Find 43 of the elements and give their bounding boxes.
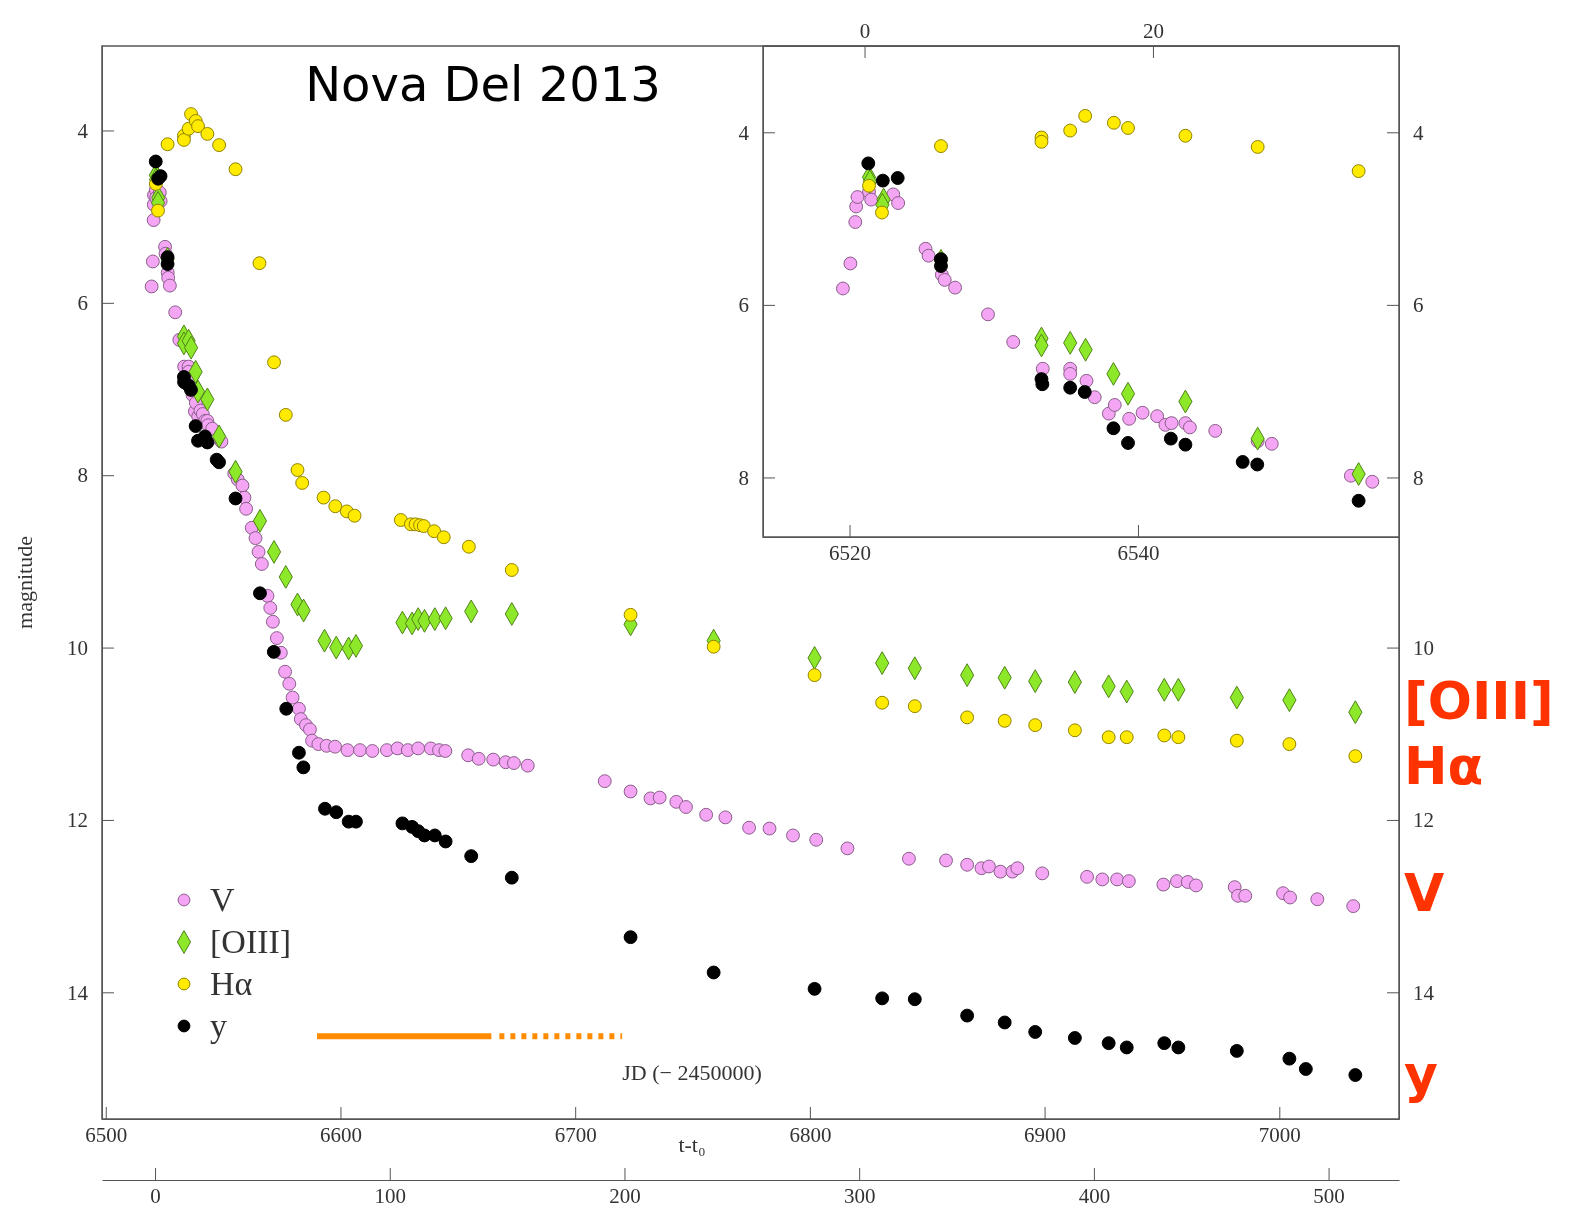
x2-tick-label: 400 xyxy=(1078,1183,1111,1208)
x-tick-label: 6600 xyxy=(319,1122,362,1147)
y-tick-label: 14 xyxy=(67,980,89,1005)
y2-tick-label: 4 xyxy=(1413,120,1424,145)
x-tick-label: 6520 xyxy=(829,540,872,565)
y2-tick-label: 6 xyxy=(1413,293,1424,318)
chart-title: Nova Del 2013 xyxy=(305,56,661,112)
text: y xyxy=(1404,1043,1438,1104)
x2-tick-label: 0 xyxy=(859,19,871,43)
y2-tick-label: 12 xyxy=(1413,808,1434,833)
x2-tick-label: 300 xyxy=(843,1183,876,1208)
legend-label: [OIII] xyxy=(210,923,292,960)
x-tick-label: 6500 xyxy=(85,1122,128,1147)
text: V xyxy=(1404,862,1445,923)
text: [OIII] xyxy=(1404,670,1554,731)
y-tick-label: 4 xyxy=(738,120,750,145)
y2-tick-label: 10 xyxy=(1413,635,1434,660)
legend-label: V xyxy=(210,881,235,918)
x-tick-label: 6800 xyxy=(789,1122,832,1147)
y-tick-label: 8 xyxy=(77,463,88,488)
x2-axis-title: t-t₀ xyxy=(678,1132,706,1157)
text: Hα xyxy=(1404,735,1484,796)
y-tick-label: 8 xyxy=(738,465,749,490)
y-tick-label: 6 xyxy=(738,293,749,318)
y-axis-title: magnitude xyxy=(12,536,37,629)
y-tick-label: 6 xyxy=(77,291,88,316)
x2-tick-label: 100 xyxy=(374,1183,406,1208)
y-tick-label: 12 xyxy=(67,808,88,833)
legend-label: y xyxy=(210,1007,227,1044)
x2-tick-label: 0 xyxy=(150,1183,161,1208)
x-tick-label: 6540 xyxy=(1117,540,1160,565)
x-tick-label: 7000 xyxy=(1258,1122,1301,1147)
y-tick-label: 4 xyxy=(77,118,89,143)
y-tick-label: 10 xyxy=(67,635,88,660)
x2-tick-label: 200 xyxy=(609,1183,641,1208)
y2-tick-label: 8 xyxy=(1413,465,1424,490)
x2-tick-label: 500 xyxy=(1313,1183,1345,1208)
legend-label: Hα xyxy=(210,965,253,1002)
x2-tick-label: 20 xyxy=(1142,19,1164,43)
x-tick-label: 6900 xyxy=(1024,1122,1067,1147)
x-axis-title: JD (− 2450000) xyxy=(622,1060,762,1085)
x-tick-label: 6700 xyxy=(554,1122,597,1147)
y2-tick-label: 14 xyxy=(1413,980,1435,1005)
